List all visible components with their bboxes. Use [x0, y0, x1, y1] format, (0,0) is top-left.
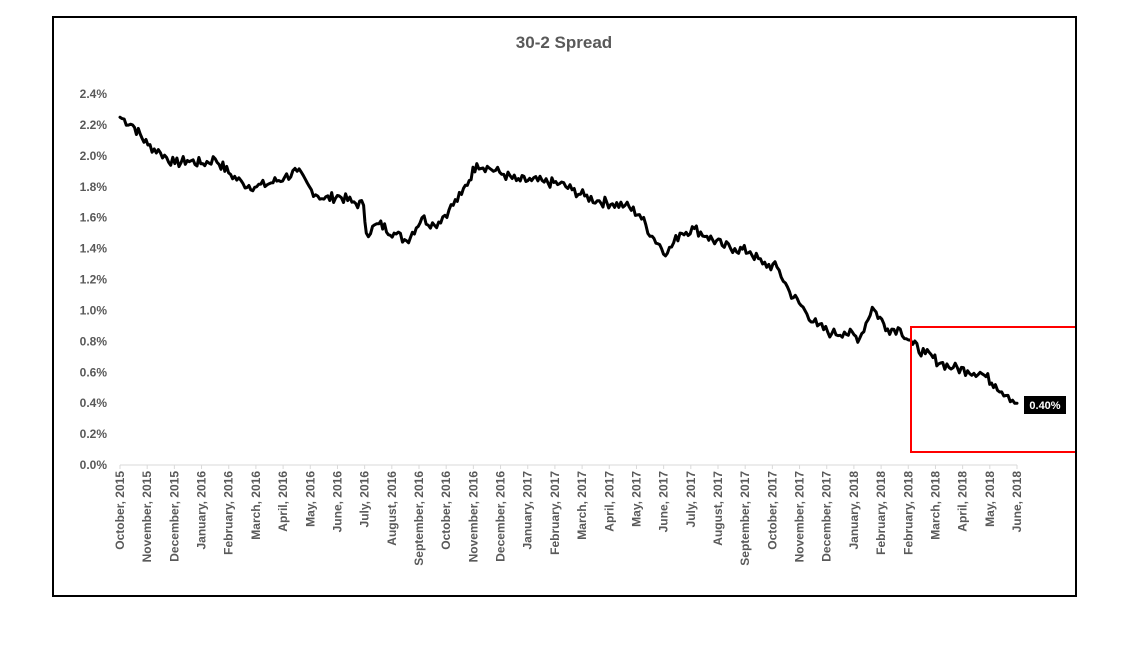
- end-label: 0.40%: [1024, 396, 1066, 414]
- y-axis: 0.0% 0.2% 0.4% 0.6% 0.8% 1.0% 1.2% 1.4% 1.6% 1.8%…: [80, 87, 108, 472]
- x-tick-label: April, 2016: [276, 471, 290, 532]
- y-tick-label: 2.0%: [80, 149, 108, 163]
- x-tick-label: February, 2018: [874, 471, 888, 555]
- end-label-text: 0.40%: [1029, 400, 1060, 412]
- x-tick-label: May, 2016: [303, 471, 317, 527]
- x-tick-label: March, 2017: [575, 471, 589, 540]
- x-tick-label: September, 2016: [412, 471, 426, 566]
- end-label-background: [1024, 396, 1066, 414]
- chart-title: 30-2 Spread: [516, 33, 612, 52]
- x-tick-label: October, 2016: [439, 471, 453, 550]
- x-axis: October, 2015 November, 2015 December, 201…: [113, 465, 1024, 566]
- x-tick-label: January, 2016: [195, 471, 209, 550]
- y-tick-label: 1.2%: [80, 273, 108, 287]
- x-tick-label: August, 2017: [711, 471, 725, 546]
- x-tick-label: September, 2017: [738, 471, 752, 566]
- y-tick-label: 2.4%: [80, 87, 108, 101]
- x-tick-label: February, 2016: [222, 471, 236, 555]
- x-tick-label: February, 2017: [548, 471, 562, 555]
- x-tick-label: January, 2018: [847, 471, 861, 550]
- x-tick-label: June, 2017: [657, 471, 671, 533]
- x-tick-label: October, 2017: [765, 471, 779, 550]
- x-tick-label: December, 2015: [167, 471, 181, 562]
- x-tick-label: June, 2018: [1010, 471, 1024, 533]
- x-tick-label: October, 2015: [113, 471, 127, 550]
- y-tick-label: 0.8%: [80, 334, 108, 348]
- x-tick-label: February, 2018: [901, 471, 915, 555]
- x-tick-label: November, 2017: [793, 471, 807, 563]
- x-tick-label: April, 2017: [602, 471, 616, 532]
- x-tick-label: August, 2016: [385, 471, 399, 546]
- y-tick-label: 0.2%: [80, 427, 108, 441]
- x-tick-label: July, 2017: [684, 471, 698, 528]
- x-tick-label: March, 2016: [249, 471, 263, 540]
- x-tick-label: November, 2016: [466, 471, 480, 563]
- y-tick-label: 0.4%: [80, 396, 108, 410]
- y-tick-label: 0.0%: [80, 458, 108, 472]
- x-tick-label: May, 2017: [629, 471, 643, 527]
- x-tick-label: November, 2015: [140, 471, 154, 563]
- y-tick-label: 1.6%: [80, 211, 108, 225]
- y-tick-label: 1.8%: [80, 180, 108, 194]
- highlight-box: [910, 326, 1075, 453]
- x-tick-label: April, 2018: [956, 471, 970, 532]
- x-tick-label: January, 2017: [521, 471, 535, 550]
- x-tick-label: June, 2016: [330, 471, 344, 533]
- x-tick-label: May, 2018: [983, 471, 997, 527]
- y-tick-label: 0.6%: [80, 365, 108, 379]
- y-tick-label: 1.4%: [80, 242, 108, 256]
- x-tick-label: December, 2017: [820, 471, 834, 562]
- x-tick-label: December, 2016: [494, 471, 508, 562]
- y-tick-label: 2.2%: [80, 118, 108, 132]
- x-tick-label: July, 2016: [358, 471, 372, 528]
- chart-frame: 30-2 Spread 0.0% 0.2% 0.4% 0.6% 0.8% 1.0% 1.2%…: [52, 16, 1077, 597]
- x-tick-label: March, 2018: [928, 471, 942, 540]
- line-chart: 30-2 Spread 0.0% 0.2% 0.4% 0.6% 0.8% 1.0% 1.2%…: [80, 33, 1075, 566]
- series-line-30-2-spread: [118, 115, 1019, 405]
- y-tick-label: 1.0%: [80, 303, 108, 317]
